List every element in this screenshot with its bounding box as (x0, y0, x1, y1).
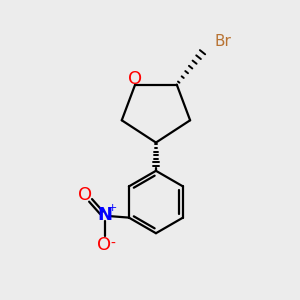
Text: O: O (128, 70, 142, 88)
Text: O: O (98, 236, 112, 254)
Text: Br: Br (215, 34, 232, 49)
Text: O: O (78, 186, 92, 204)
Text: N: N (97, 206, 112, 224)
Text: +: + (108, 203, 118, 213)
Text: -: - (110, 236, 115, 250)
